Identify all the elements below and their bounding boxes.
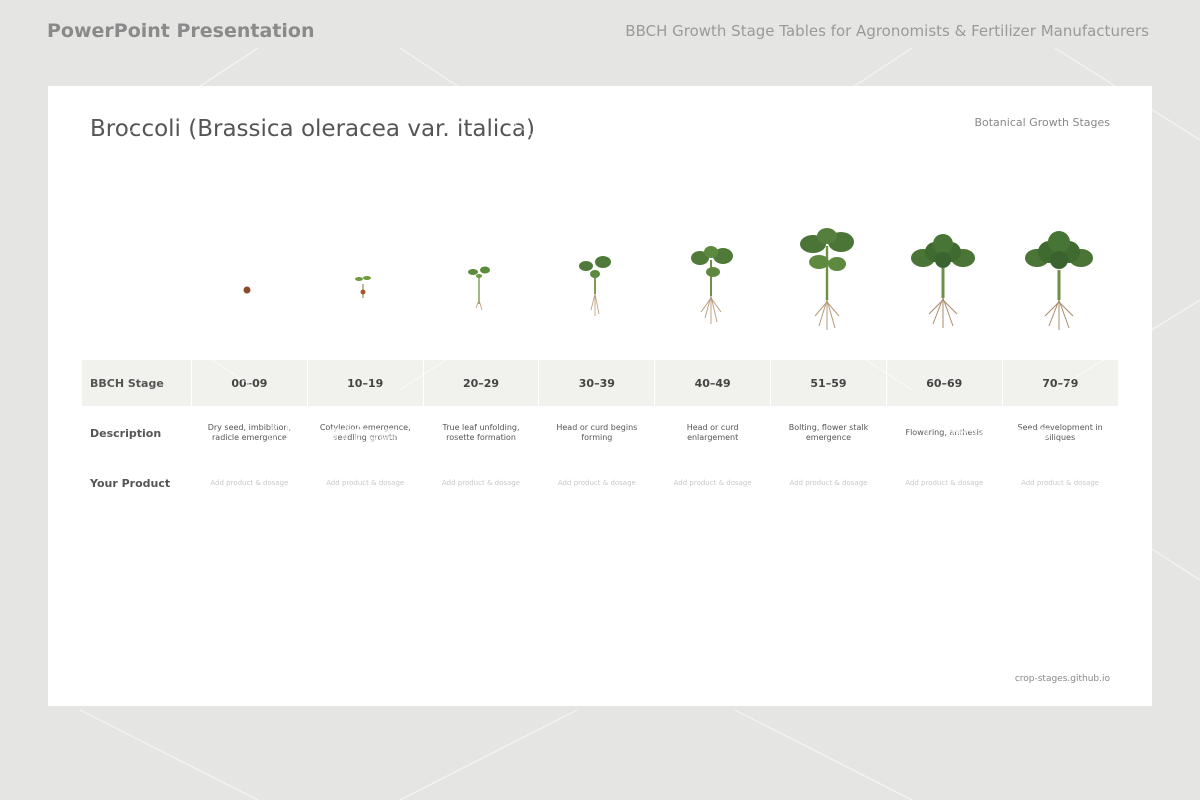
broccoli-head-icon [1001, 216, 1117, 360]
product-placeholder[interactable]: Add product & dosage [210, 479, 289, 487]
stage-code: 70–79 [1001, 360, 1118, 406]
product-placeholder[interactable]: Add product & dosage [557, 479, 636, 487]
stage-description: Dry seed, imbibition, radicle emergence [207, 423, 292, 442]
stage-description: Cotyledon emergence, seedling growth [319, 423, 411, 442]
stage-code: 51–59 [770, 360, 887, 406]
product-placeholder[interactable]: Add product & dosage [789, 479, 868, 487]
stage-code: 30–39 [538, 360, 655, 406]
row-label-stage: BBCH Stage [90, 376, 164, 390]
bolting-plant-icon [769, 216, 885, 360]
product-placeholder[interactable]: Add product & dosage [1021, 479, 1100, 487]
seed-icon [189, 216, 305, 360]
stage-description: True leaf unfolding, rosette formation [442, 423, 520, 442]
stage-description: Flowering, anthesis [905, 428, 984, 437]
stages-table: BBCH Stage 00–09 10–19 20–29 30–39 40–49… [82, 360, 1118, 506]
young-plant-icon [421, 216, 537, 360]
description-row: Description Dry seed, imbibition, radicl… [82, 406, 1118, 460]
stage-description: Head or curd begins forming [556, 423, 638, 442]
growth-illustrations [189, 216, 1117, 360]
stage-code: 60–69 [885, 360, 1003, 406]
slide: Broccoli (Brassica oleracea var. italica… [48, 86, 1152, 706]
product-placeholder[interactable]: Add product & dosage [326, 479, 405, 487]
product-placeholder[interactable]: Add product & dosage [442, 479, 521, 487]
stage-code: 40–49 [654, 360, 771, 406]
slide-title: Broccoli (Brassica oleracea var. italica… [90, 116, 535, 142]
stage-description: Bolting, flower stalk emergence [788, 423, 869, 442]
presentation-label: PowerPoint Presentation [47, 20, 315, 42]
slide-subtitle: Botanical Growth Stages [974, 116, 1110, 129]
stage-row: BBCH Stage 00–09 10–19 20–29 30–39 40–49… [82, 360, 1118, 406]
leafy-plant-icon [537, 216, 653, 360]
stage-code: 20–29 [422, 360, 539, 406]
stage-description: Seed development in siliques [1017, 423, 1103, 442]
product-title: BBCH Growth Stage Tables for Agronomists… [625, 22, 1149, 40]
seedling-icon [305, 216, 421, 360]
row-label-product: Your Product [90, 476, 171, 490]
row-label-description: Description [90, 426, 162, 440]
footer-url: crop-stages.github.io [1014, 674, 1110, 684]
product-placeholder[interactable]: Add product & dosage [905, 479, 984, 487]
product-row: Your Product Add product & dosage Add pr… [82, 460, 1118, 506]
rosette-plant-icon [653, 216, 769, 360]
stage-code: 00–09 [191, 360, 308, 406]
stage-description: Head or curd enlargement [686, 423, 739, 442]
broccoli-head-icon [885, 216, 1001, 360]
stage-code: 10–19 [306, 360, 424, 406]
product-placeholder[interactable]: Add product & dosage [673, 479, 752, 487]
